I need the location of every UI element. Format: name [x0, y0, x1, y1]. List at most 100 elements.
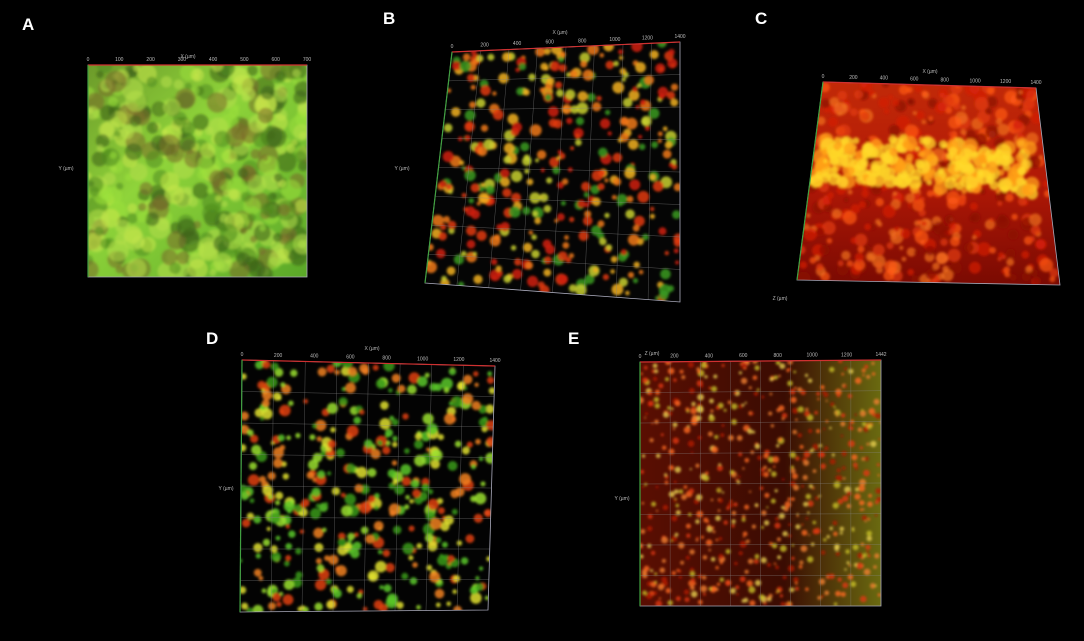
cell-cluster [448, 367, 457, 376]
cell-cluster [285, 524, 290, 529]
cell-cluster [429, 571, 441, 583]
cell-cluster [325, 578, 332, 585]
cell-cluster [742, 467, 745, 470]
cell-cluster [667, 58, 678, 69]
cell-cluster [552, 166, 561, 175]
cell-cluster [275, 535, 281, 541]
cell-cluster [160, 76, 173, 88]
cell-cluster [471, 400, 481, 411]
cell-cluster [979, 188, 986, 195]
cell-cluster [514, 258, 522, 266]
cell-cluster [414, 432, 422, 440]
cell-cluster [820, 550, 826, 555]
cell-cluster [543, 268, 552, 277]
cell-cluster [775, 565, 779, 570]
cell-cluster [747, 558, 754, 564]
cell-cluster [298, 102, 307, 114]
cell-cluster [543, 205, 552, 213]
cell-cluster [426, 423, 438, 435]
cell-cluster [548, 118, 558, 128]
cell-cluster [718, 553, 724, 560]
cell-cluster [862, 553, 867, 558]
cell-cluster [740, 377, 748, 385]
bright-band [959, 148, 974, 163]
cell-cluster [577, 91, 588, 102]
cell-cluster [590, 185, 600, 195]
cell-cluster [834, 411, 838, 415]
cell-cluster [700, 384, 704, 388]
cell-cluster [266, 127, 287, 148]
cell-cluster [385, 428, 393, 437]
cell-cluster [847, 440, 855, 448]
cell-cluster [522, 242, 533, 253]
cell-cluster [948, 116, 962, 129]
bright-band [883, 174, 898, 188]
cell-cluster [316, 436, 322, 442]
cell-cluster [635, 62, 646, 73]
cell-cluster [389, 415, 395, 421]
cell-cluster [781, 417, 785, 421]
cell-cluster [819, 244, 830, 256]
cell-cluster [129, 163, 148, 182]
x-tick-label: 200 [146, 57, 155, 63]
bright-band [921, 148, 935, 162]
cell-cluster [710, 557, 716, 562]
cell-cluster [591, 102, 602, 112]
cell-cluster [739, 576, 746, 583]
cell-cluster [733, 502, 738, 507]
cell-cluster [566, 117, 573, 125]
bright-band [843, 142, 856, 155]
cell-cluster [408, 372, 420, 384]
cell-cluster [219, 223, 238, 243]
cell-cluster [703, 475, 710, 482]
cell-cluster [241, 518, 251, 528]
x-tick-label: 1442 [875, 352, 886, 358]
cell-cluster [578, 230, 589, 241]
cell-cluster [799, 444, 804, 449]
cell-cluster [465, 534, 475, 543]
cell-cluster [736, 593, 739, 596]
cell-cluster [970, 202, 978, 211]
cell-cluster [539, 193, 549, 203]
cell-cluster [645, 412, 648, 415]
cell-cluster [675, 503, 680, 508]
cell-cluster [997, 201, 1003, 206]
cell-cluster [295, 571, 303, 579]
cell-cluster [797, 406, 804, 413]
cell-cluster [657, 138, 663, 143]
cell-cluster [717, 509, 721, 512]
cell-cluster [1021, 250, 1030, 259]
cell-cluster [662, 504, 669, 511]
cell-cluster [327, 471, 332, 476]
cell-cluster [146, 76, 158, 88]
x-tick-label: 200 [849, 75, 858, 81]
cell-cluster [824, 590, 830, 596]
y-axis-label: Y (µm) [218, 486, 233, 492]
cell-cluster [1003, 266, 1011, 274]
cell-cluster [456, 540, 463, 546]
cell-cluster [388, 388, 393, 393]
cell-cluster [96, 70, 104, 79]
cell-cluster [900, 228, 911, 239]
cell-cluster [820, 98, 831, 109]
cell-cluster [621, 77, 626, 82]
panel: E Z (µm) Y (µm) 0 200 400 600 800 1000 1200 1442 [568, 329, 887, 607]
cell-cluster [776, 537, 781, 542]
cell-cluster [946, 190, 960, 205]
cell-cluster [689, 549, 695, 555]
bright-band [908, 175, 922, 190]
cell-cluster [388, 503, 401, 516]
cell-cluster [591, 225, 602, 236]
bright-band [1017, 166, 1026, 175]
cell-cluster [559, 51, 566, 58]
cell-cluster [373, 521, 384, 531]
cell-cluster [447, 220, 457, 230]
cell-cluster [503, 155, 512, 164]
bright-band [823, 159, 828, 164]
cell-cluster [662, 445, 667, 450]
cell-cluster [665, 587, 671, 594]
grid-line [584, 45, 595, 295]
cell-cluster [511, 192, 522, 203]
cell-cluster [915, 110, 925, 120]
cell-cluster [717, 498, 720, 501]
